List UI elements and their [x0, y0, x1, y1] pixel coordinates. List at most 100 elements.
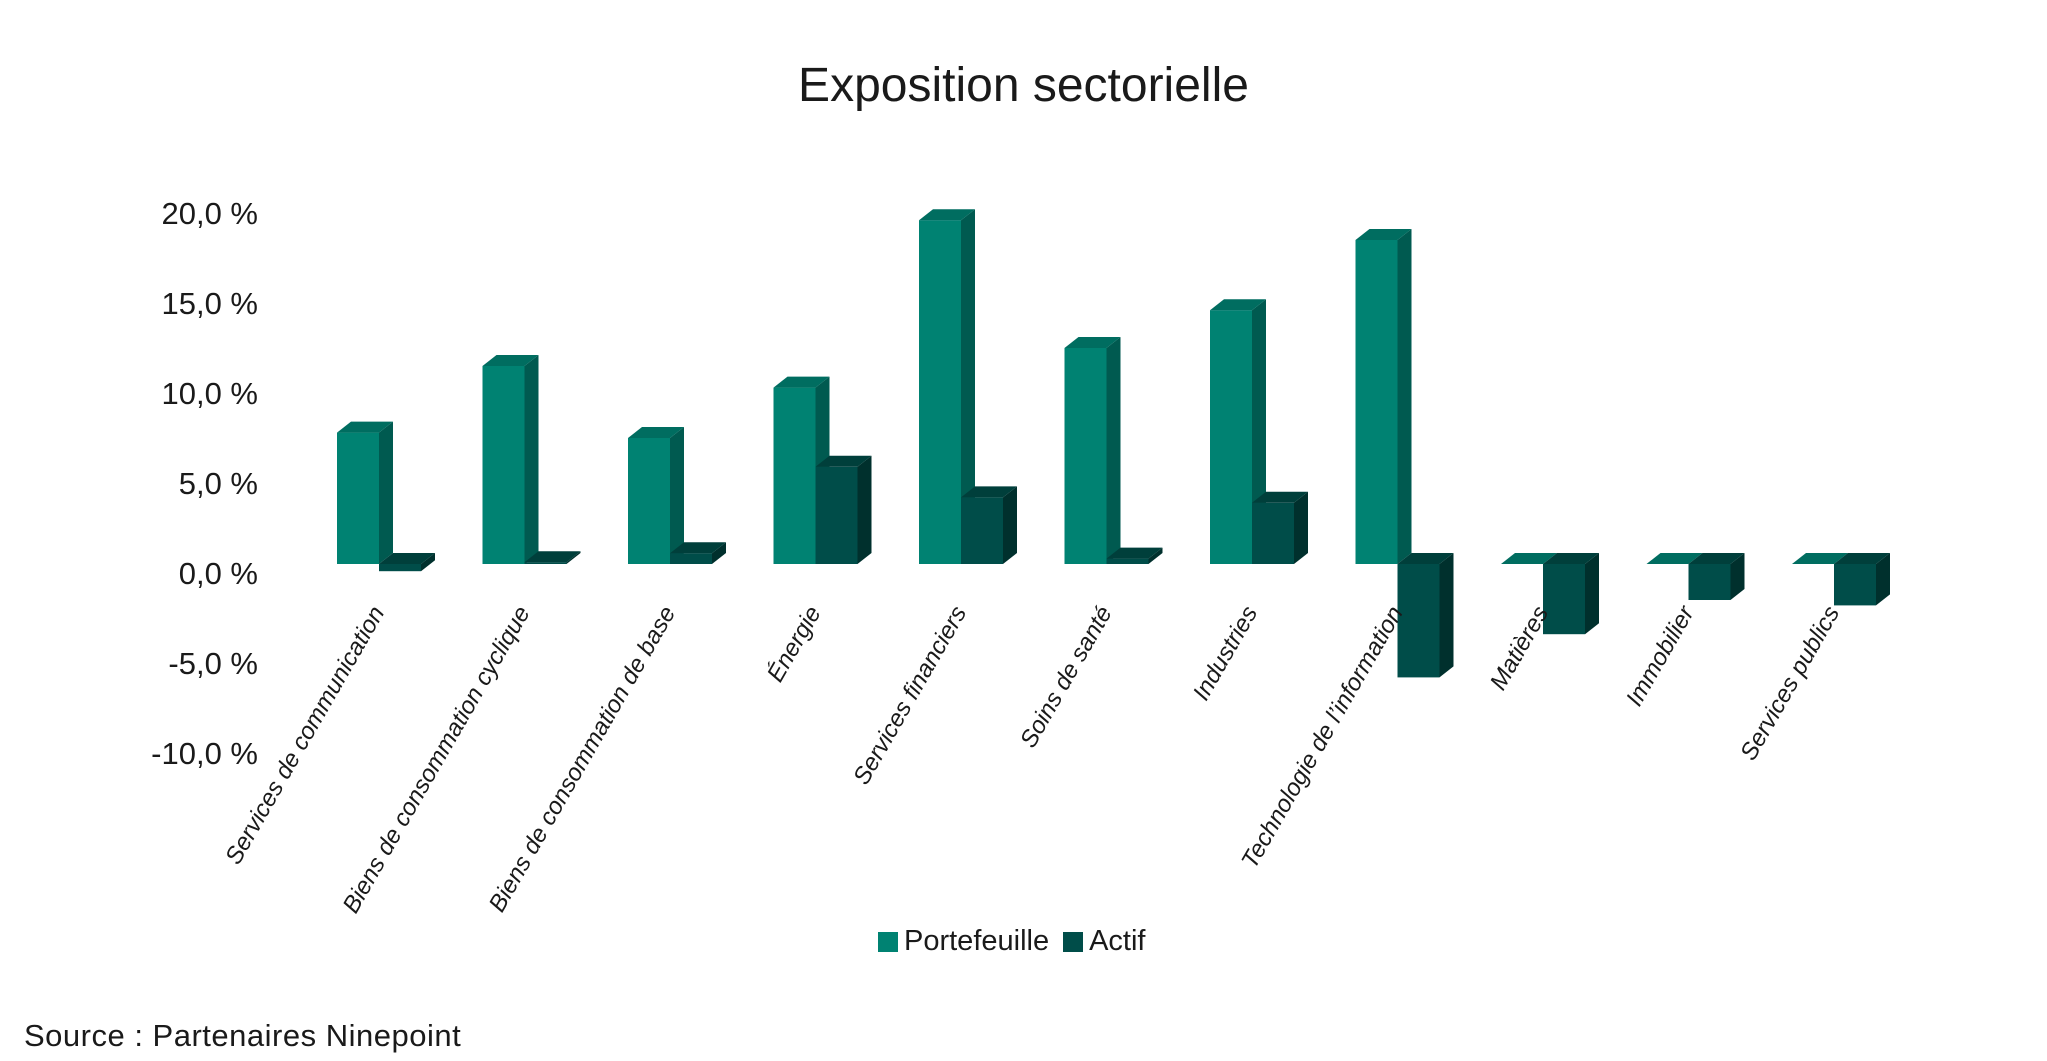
- bar-top: [1064, 337, 1121, 348]
- source-note: Source : Partenaires Ninepoint: [24, 1018, 462, 1053]
- bar-side: [961, 209, 975, 564]
- bar-front: [628, 438, 670, 564]
- bar-front: [1252, 502, 1294, 564]
- bar-portefeuille: [919, 209, 975, 564]
- bar-top: [1397, 553, 1454, 564]
- bar-actif: [670, 542, 726, 564]
- y-tick-label: 20,0 %: [161, 196, 258, 231]
- y-tick-label: -5,0 %: [168, 646, 258, 681]
- bar-front: [815, 466, 858, 564]
- bar-top: [1501, 553, 1557, 564]
- x-tick-label: Immobilier: [1621, 601, 1700, 711]
- bar-front: [337, 432, 379, 564]
- bar-top: [1106, 547, 1163, 559]
- x-tick-label: Services financiers: [848, 602, 972, 790]
- y-tick-label: 5,0 %: [179, 466, 258, 501]
- bar-top: [628, 427, 684, 438]
- bar-portefeuille: [1792, 553, 1848, 564]
- bar-top: [1646, 553, 1703, 564]
- bar-front: [1210, 310, 1252, 564]
- bar-actif: [524, 551, 581, 564]
- y-tick-label: 15,0 %: [161, 286, 258, 321]
- bar-top: [815, 455, 872, 467]
- bar-top: [1792, 553, 1848, 564]
- bar-portefeuille: [1501, 553, 1557, 564]
- x-tick-label: Matières: [1485, 602, 1554, 695]
- bar-portefeuille: [1355, 229, 1412, 564]
- bar-portefeuille: [628, 427, 684, 564]
- bar-side: [379, 421, 393, 564]
- bar-portefeuille: [482, 355, 539, 564]
- bar-top: [1252, 491, 1308, 503]
- y-tick-label: -10,0 %: [151, 736, 258, 771]
- bar-top: [337, 421, 393, 433]
- bar-front: [773, 387, 816, 564]
- bar-actif: [1543, 553, 1599, 635]
- x-tick-label: Soins de santé: [1015, 602, 1118, 753]
- bar-top: [670, 542, 726, 554]
- bar-side: [1439, 553, 1454, 678]
- bar-top: [773, 376, 830, 388]
- bar-side: [1730, 553, 1745, 600]
- x-tick-label: Industries: [1188, 602, 1263, 706]
- bar-portefeuille: [337, 421, 393, 564]
- bar-side: [1397, 229, 1412, 564]
- bar-top: [379, 553, 435, 564]
- bar-front: [919, 220, 961, 564]
- bar-side: [421, 553, 435, 572]
- y-tick-label: 0,0 %: [179, 556, 258, 591]
- bar-portefeuille: [1646, 553, 1703, 564]
- bar-side: [1003, 486, 1017, 564]
- bar-top: [1688, 553, 1745, 564]
- bar-front: [1064, 348, 1107, 564]
- bar-top: [1834, 553, 1890, 564]
- x-tick-label: Technologie de l’information: [1236, 602, 1408, 874]
- legend-item-actif: Actif: [1063, 925, 1146, 958]
- bar-portefeuille: [1064, 337, 1121, 564]
- bar-actif: [1397, 553, 1454, 678]
- chart-title: Exposition sectorielle: [798, 59, 1249, 112]
- bar-top: [524, 551, 581, 563]
- bar-front: [482, 366, 525, 564]
- bar-front: [524, 562, 567, 564]
- bar-top: [1355, 229, 1412, 240]
- bar-front: [961, 497, 1003, 564]
- bar-side: [524, 355, 539, 564]
- bar-front: [1543, 564, 1585, 635]
- bar-side: [1585, 553, 1599, 635]
- bar-top: [1543, 553, 1599, 564]
- bar-side: [857, 455, 872, 564]
- x-tick-label: Énergie: [762, 602, 827, 687]
- bar-actif: [961, 486, 1017, 564]
- legend-swatch-portefeuille: [878, 931, 898, 952]
- bar-top: [482, 355, 539, 366]
- legend-swatch-actif: [1063, 931, 1084, 952]
- bar-side: [1294, 491, 1308, 564]
- bar-front: [1355, 240, 1398, 564]
- x-tick-label: Services publics: [1735, 602, 1845, 766]
- bar-front: [1834, 564, 1876, 606]
- bar-top: [1210, 299, 1266, 311]
- legend-label: Actif: [1089, 925, 1146, 957]
- bar-top: [919, 209, 975, 221]
- bar-side: [566, 551, 581, 564]
- bar-top: [961, 486, 1017, 498]
- bar-side: [1148, 547, 1163, 564]
- legend-item-portefeuille: Portefeuille: [878, 925, 1049, 958]
- bar-front: [1106, 558, 1149, 564]
- bar-side: [1106, 337, 1121, 564]
- bar-front: [1397, 564, 1440, 678]
- bar-side: [1876, 553, 1890, 606]
- bar-side: [670, 427, 684, 564]
- legend-label: Portefeuille: [904, 925, 1050, 957]
- bar-actif: [1688, 553, 1745, 600]
- bar-front: [1688, 564, 1731, 600]
- bar-actif: [1834, 553, 1890, 606]
- y-tick-label: 10,0 %: [161, 376, 258, 411]
- bar-side: [712, 542, 726, 564]
- bar-actif: [1106, 547, 1163, 564]
- bar-actif: [815, 455, 872, 564]
- bar-front: [379, 564, 421, 572]
- bar-actif: [379, 553, 435, 572]
